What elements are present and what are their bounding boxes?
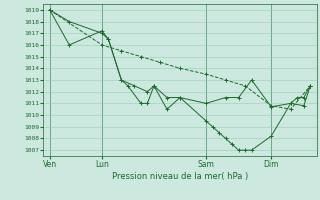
X-axis label: Pression niveau de la mer( hPa ): Pression niveau de la mer( hPa ) [112, 172, 248, 181]
